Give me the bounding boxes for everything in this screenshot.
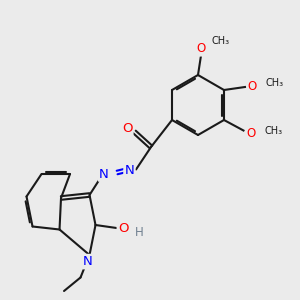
- Text: H: H: [135, 226, 143, 239]
- Text: CH₃: CH₃: [265, 125, 283, 136]
- Text: O: O: [196, 42, 206, 56]
- Text: N: N: [124, 164, 134, 178]
- Text: O: O: [122, 122, 132, 135]
- Text: O: O: [246, 127, 256, 140]
- Text: CH₃: CH₃: [212, 35, 230, 46]
- Text: O: O: [248, 80, 257, 94]
- Text: O: O: [248, 80, 257, 94]
- Text: O: O: [246, 127, 256, 140]
- Text: O: O: [122, 122, 132, 135]
- Text: O: O: [118, 221, 128, 235]
- Text: N: N: [99, 167, 109, 181]
- Text: H: H: [135, 226, 143, 239]
- Text: N: N: [83, 255, 93, 268]
- Text: O: O: [118, 221, 128, 235]
- Text: N: N: [124, 164, 134, 178]
- Text: CH₃: CH₃: [265, 125, 283, 136]
- Text: CH₃: CH₃: [212, 35, 230, 46]
- Text: N: N: [83, 255, 93, 268]
- Text: O: O: [196, 42, 206, 56]
- Text: CH₃: CH₃: [266, 77, 284, 88]
- Text: N: N: [99, 167, 109, 181]
- Text: CH₃: CH₃: [266, 77, 284, 88]
